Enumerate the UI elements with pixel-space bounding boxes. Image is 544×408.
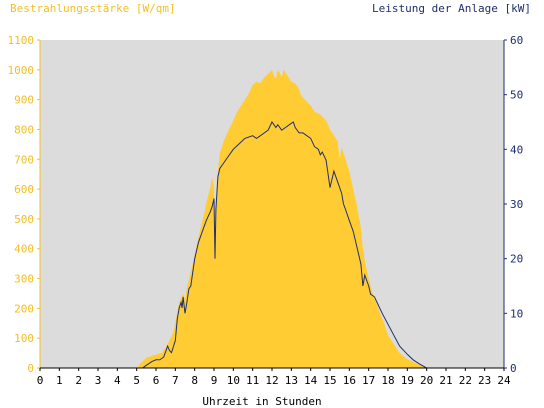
right-tick-label: 30: [510, 198, 523, 211]
right-tick-label: 10: [510, 307, 523, 320]
left-tick-label: 900: [14, 94, 34, 107]
left-tick-label: 800: [14, 123, 34, 136]
right-tick-label: 20: [510, 253, 523, 266]
x-tick-label: 17: [362, 374, 375, 387]
right-tick-label: 50: [510, 89, 523, 102]
x-tick-label: 1: [56, 374, 63, 387]
left-tick-label: 600: [14, 183, 34, 196]
right-axis-title: Leistung der Anlage [kW]: [372, 2, 531, 15]
left-tick-label: 1100: [8, 34, 35, 47]
x-tick-label: 18: [381, 374, 394, 387]
series-layer: [40, 69, 504, 369]
x-tick-label: 14: [304, 374, 318, 387]
x-tick-label: 10: [227, 374, 240, 387]
x-axis-ticks: 0 1 2 3 4 5 6 7 8 9 10 11 12 13 14 15 16 17 18 19 20 21 22 23 24: [37, 368, 511, 387]
left-tick-label: 100: [14, 332, 34, 345]
left-tick-label: 500: [14, 213, 34, 226]
x-tick-label: 19: [401, 374, 414, 387]
left-tick-label: 200: [14, 302, 34, 315]
x-tick-label: 20: [420, 374, 433, 387]
left-tick-label: 0: [27, 362, 34, 375]
left-tick-label: 400: [14, 243, 34, 256]
x-tick-label: 9: [211, 374, 218, 387]
x-tick-label: 6: [153, 374, 160, 387]
x-tick-label: 0: [37, 374, 44, 387]
x-tick-label: 24: [497, 374, 511, 387]
x-tick-label: 16: [343, 374, 356, 387]
right-tick-label: 60: [510, 34, 523, 47]
left-tick-label: 700: [14, 153, 34, 166]
x-tick-label: 23: [478, 374, 491, 387]
x-tick-label: 15: [323, 374, 336, 387]
left-tick-label: 1000: [8, 64, 35, 77]
x-tick-label: 8: [191, 374, 198, 387]
left-axis-ticks: 0 100 200 300 400 500 600 700 800 900 1000 1100: [8, 34, 40, 375]
left-tick-label: 300: [14, 273, 34, 286]
right-tick-label: 40: [510, 143, 523, 156]
right-axis-ticks: 0 10 20 30 40 50 60: [504, 34, 523, 375]
x-tick-label: 5: [133, 374, 140, 387]
x-tick-label: 3: [95, 374, 102, 387]
x-tick-label: 21: [439, 374, 452, 387]
x-tick-label: 13: [285, 374, 298, 387]
x-axis-title: Uhrzeit in Stunden: [202, 395, 321, 408]
series-irradiance-area: [40, 69, 504, 369]
right-tick-label: 0: [510, 362, 517, 375]
x-tick-label: 7: [172, 374, 179, 387]
x-tick-label: 2: [75, 374, 82, 387]
x-tick-label: 22: [459, 374, 472, 387]
x-tick-label: 4: [114, 374, 121, 387]
left-axis-title: Bestrahlungsstärke [W/qm]: [10, 2, 176, 15]
x-tick-label: 12: [265, 374, 278, 387]
x-tick-label: 11: [246, 374, 259, 387]
series-power-line: [40, 121, 504, 369]
